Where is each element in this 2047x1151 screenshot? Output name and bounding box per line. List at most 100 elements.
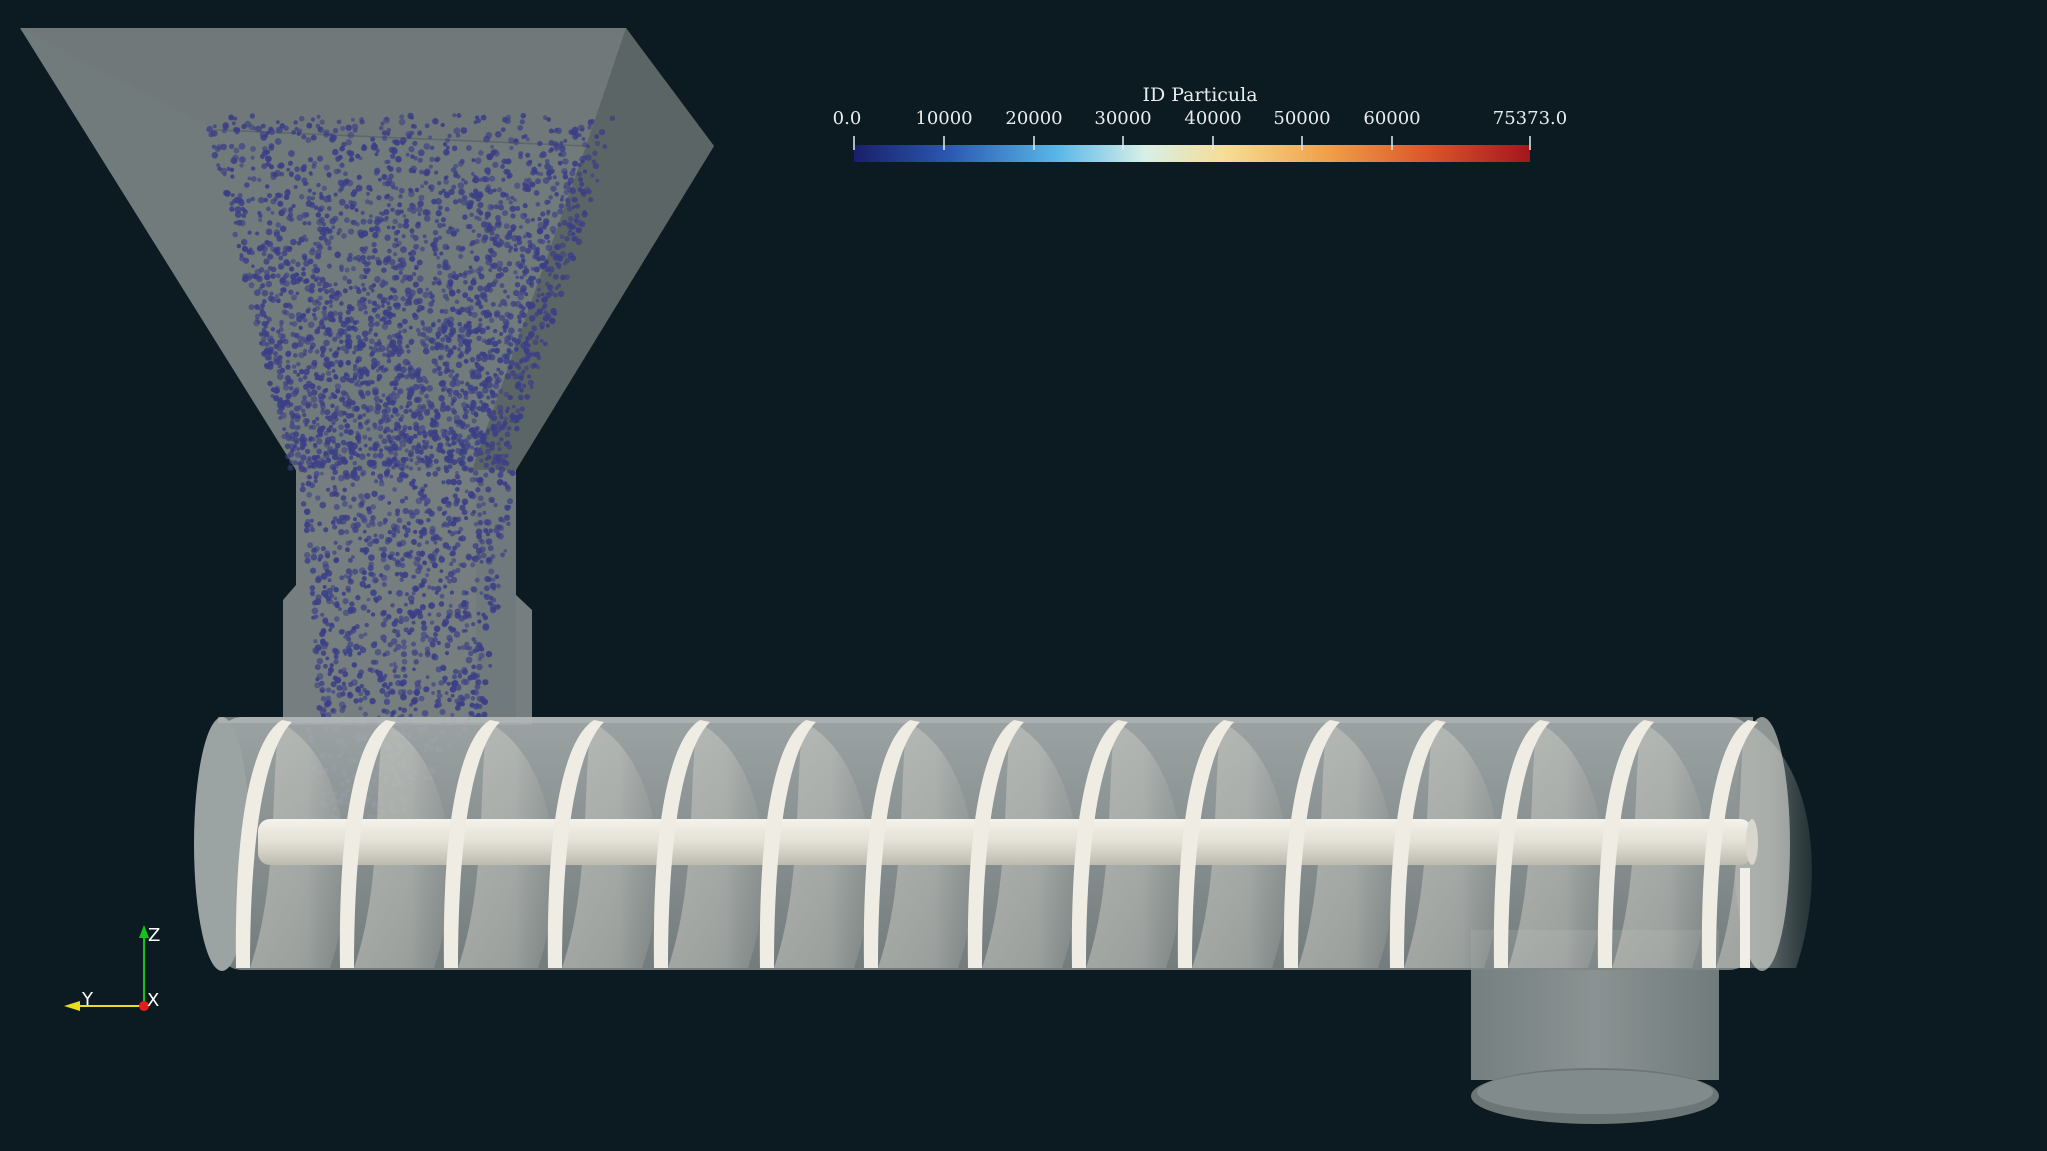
particle bbox=[378, 420, 383, 426]
particle bbox=[340, 495, 347, 501]
particle bbox=[479, 430, 484, 435]
particle bbox=[546, 239, 551, 244]
particle bbox=[270, 327, 276, 332]
particle bbox=[337, 460, 343, 466]
z-axis-arrow bbox=[139, 925, 149, 938]
particle bbox=[324, 568, 330, 574]
particle bbox=[476, 712, 481, 718]
particle bbox=[568, 216, 574, 222]
particle bbox=[498, 524, 505, 532]
particle bbox=[459, 424, 465, 429]
particle bbox=[453, 127, 461, 135]
particle bbox=[524, 218, 531, 224]
particle bbox=[261, 163, 268, 170]
particle bbox=[475, 363, 481, 369]
particle bbox=[489, 263, 495, 269]
particle bbox=[393, 392, 400, 400]
screw-shaft[interactable] bbox=[258, 819, 1758, 968]
particle bbox=[384, 539, 391, 545]
particle bbox=[399, 498, 405, 504]
particle bbox=[445, 575, 449, 580]
particle bbox=[541, 298, 545, 302]
particle bbox=[523, 346, 527, 351]
particle bbox=[413, 508, 420, 516]
orientation-axes-widget[interactable]: Z Y X bbox=[64, 925, 160, 1011]
particle bbox=[515, 275, 520, 280]
particle bbox=[299, 194, 305, 200]
particle bbox=[318, 397, 325, 403]
particle bbox=[482, 383, 488, 389]
particle bbox=[321, 372, 326, 378]
particle bbox=[454, 487, 460, 492]
particle bbox=[389, 474, 394, 479]
particle bbox=[461, 195, 468, 201]
particle bbox=[247, 230, 252, 235]
particle bbox=[410, 154, 415, 159]
colorbar-tick-label: 20000 bbox=[1005, 108, 1063, 129]
particle bbox=[352, 320, 358, 326]
particle bbox=[368, 338, 375, 345]
particle bbox=[347, 652, 353, 657]
particle bbox=[554, 192, 559, 197]
particle bbox=[273, 196, 278, 202]
particle bbox=[301, 177, 308, 184]
particle bbox=[349, 455, 354, 460]
particle bbox=[408, 452, 414, 458]
particle bbox=[444, 264, 451, 271]
particle bbox=[314, 682, 321, 689]
particle bbox=[343, 634, 348, 640]
particle bbox=[416, 410, 423, 417]
particle bbox=[448, 625, 453, 631]
particle bbox=[524, 292, 529, 297]
particle bbox=[438, 555, 443, 560]
particle bbox=[274, 385, 280, 391]
particle bbox=[413, 586, 420, 592]
particle bbox=[553, 293, 558, 298]
particle bbox=[519, 310, 525, 316]
particle bbox=[370, 380, 375, 385]
particle bbox=[483, 462, 489, 468]
particle bbox=[302, 255, 308, 261]
particle bbox=[278, 209, 285, 217]
particle bbox=[321, 309, 327, 316]
particle bbox=[503, 223, 510, 230]
particle bbox=[365, 372, 370, 377]
particle bbox=[387, 354, 392, 359]
particle bbox=[565, 201, 572, 208]
particle bbox=[515, 338, 522, 344]
particle bbox=[387, 511, 392, 517]
particle bbox=[501, 519, 506, 523]
particle bbox=[471, 586, 478, 593]
particle bbox=[489, 441, 496, 447]
particle bbox=[307, 542, 314, 549]
particle bbox=[273, 229, 281, 236]
particle bbox=[394, 186, 399, 191]
particle bbox=[468, 467, 474, 473]
particle bbox=[381, 393, 386, 398]
particle bbox=[279, 292, 284, 297]
particle bbox=[470, 511, 476, 517]
particle bbox=[233, 147, 240, 154]
particle bbox=[479, 451, 484, 456]
particle bbox=[567, 206, 573, 212]
particle bbox=[312, 307, 317, 313]
particle bbox=[488, 317, 495, 323]
particle bbox=[366, 452, 371, 457]
color-legend[interactable] bbox=[853, 136, 1531, 162]
particle bbox=[428, 453, 435, 459]
particle bbox=[398, 472, 404, 478]
particle bbox=[293, 353, 298, 358]
x-axis-label: X bbox=[147, 990, 159, 1011]
particle bbox=[406, 521, 411, 526]
particle bbox=[376, 347, 382, 353]
particle bbox=[270, 266, 277, 273]
particle bbox=[457, 198, 463, 204]
particle bbox=[300, 482, 305, 487]
particle bbox=[451, 145, 458, 152]
particle bbox=[409, 458, 414, 463]
particle bbox=[525, 137, 530, 142]
particle bbox=[448, 426, 454, 432]
particle bbox=[331, 225, 336, 230]
